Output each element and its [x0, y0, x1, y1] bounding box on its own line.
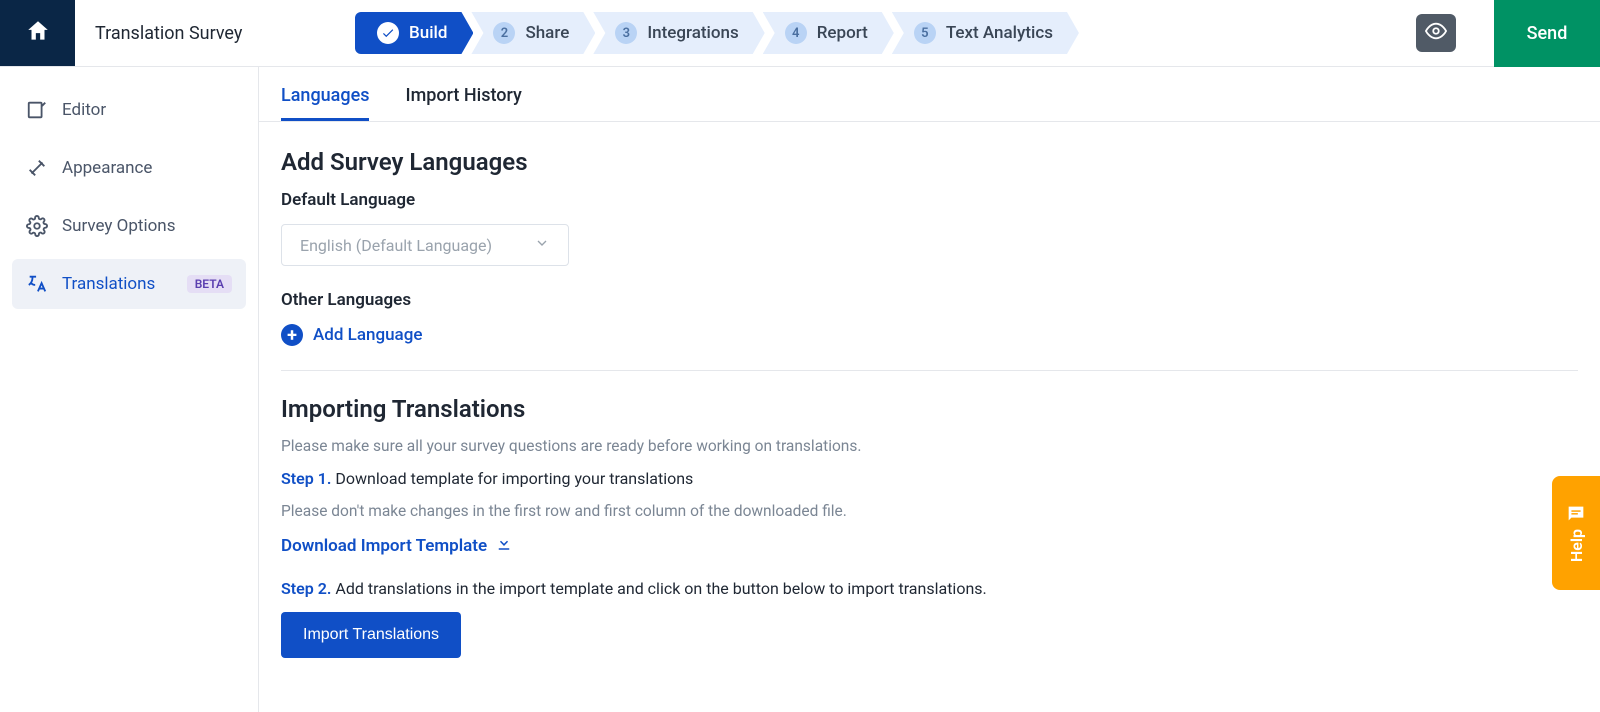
download-icon	[495, 534, 513, 557]
step-2-text: Add translations in the import template …	[331, 579, 986, 598]
sidebar-item-label: Appearance	[62, 158, 152, 178]
section-divider	[281, 370, 1578, 371]
sidebar-item-label: Editor	[62, 100, 106, 120]
beta-badge: BETA	[187, 275, 232, 293]
wizard-step-integrations[interactable]: 3 Integrations	[593, 12, 764, 54]
download-template-label: Download Import Template	[281, 536, 487, 556]
wizard-step-label: Report	[817, 23, 868, 43]
appearance-icon	[26, 157, 48, 179]
check-icon	[377, 22, 399, 44]
sidebar-item-editor[interactable]: Editor	[12, 85, 246, 135]
wizard-step-build[interactable]: Build	[355, 12, 473, 54]
add-language-label: Add Language	[313, 325, 422, 345]
chat-icon	[1565, 503, 1587, 529]
home-icon	[25, 18, 51, 48]
select-value: English (Default Language)	[300, 236, 492, 255]
wizard-steps: Build 2 Share 3 Integrations 4 Report 5 …	[355, 0, 1416, 66]
add-language-button[interactable]: + Add Language	[281, 324, 1578, 346]
home-button[interactable]	[0, 0, 75, 66]
step-1-text: Download template for importing your tra…	[331, 469, 693, 488]
tab-languages[interactable]: Languages	[281, 85, 369, 121]
import-translations-button[interactable]: Import Translations	[281, 612, 461, 658]
step-1-row: Step 1. Download template for importing …	[281, 469, 1578, 488]
wizard-step-label: Build	[409, 23, 447, 43]
wizard-step-share[interactable]: 2 Share	[471, 12, 595, 54]
page-title: Translation Survey	[75, 0, 355, 66]
wizard-step-label: Text Analytics	[946, 23, 1053, 43]
step-1-note: Please don't make changes in the first r…	[281, 502, 1578, 520]
step-2-row: Step 2. Add translations in the import t…	[281, 579, 1578, 598]
eye-icon	[1425, 20, 1447, 46]
wizard-step-label: Share	[525, 23, 569, 43]
importing-intro: Please make sure all your survey questio…	[281, 437, 1578, 455]
gear-icon	[26, 215, 48, 237]
step-1-label: Step 1.	[281, 469, 331, 488]
sidebar-item-survey-options[interactable]: Survey Options	[12, 201, 246, 251]
sidebar-item-label: Translations	[62, 274, 155, 294]
step-number: 4	[785, 22, 807, 44]
step-number: 3	[615, 22, 637, 44]
sidebar-item-translations[interactable]: Translations BETA	[12, 259, 246, 309]
default-language-label: Default Language	[281, 190, 1578, 210]
step-number: 5	[914, 22, 936, 44]
importing-heading: Importing Translations	[281, 395, 1578, 423]
sidebar: Editor Appearance Survey Options Transla…	[0, 67, 259, 712]
step-number: 2	[493, 22, 515, 44]
preview-button[interactable]	[1416, 14, 1456, 52]
translate-icon	[26, 273, 48, 295]
download-template-link[interactable]: Download Import Template	[281, 534, 513, 557]
add-languages-heading: Add Survey Languages	[281, 148, 1578, 176]
sidebar-item-label: Survey Options	[62, 216, 175, 236]
content-tabs: Languages Import History	[259, 67, 1600, 122]
other-languages-label: Other Languages	[281, 290, 1578, 310]
step-2-label: Step 2.	[281, 579, 331, 598]
help-tab[interactable]: Help	[1552, 476, 1600, 590]
chevron-down-icon	[534, 235, 550, 255]
wizard-step-report[interactable]: 4 Report	[763, 12, 894, 54]
default-language-select[interactable]: English (Default Language)	[281, 224, 569, 266]
editor-icon	[26, 99, 48, 121]
send-button[interactable]: Send	[1494, 0, 1600, 67]
tab-import-history[interactable]: Import History	[405, 85, 521, 121]
wizard-step-text-analytics[interactable]: 5 Text Analytics	[892, 12, 1079, 54]
help-label: Help	[1567, 529, 1586, 562]
plus-icon: +	[281, 324, 303, 346]
wizard-step-label: Integrations	[647, 23, 738, 43]
sidebar-item-appearance[interactable]: Appearance	[12, 143, 246, 193]
